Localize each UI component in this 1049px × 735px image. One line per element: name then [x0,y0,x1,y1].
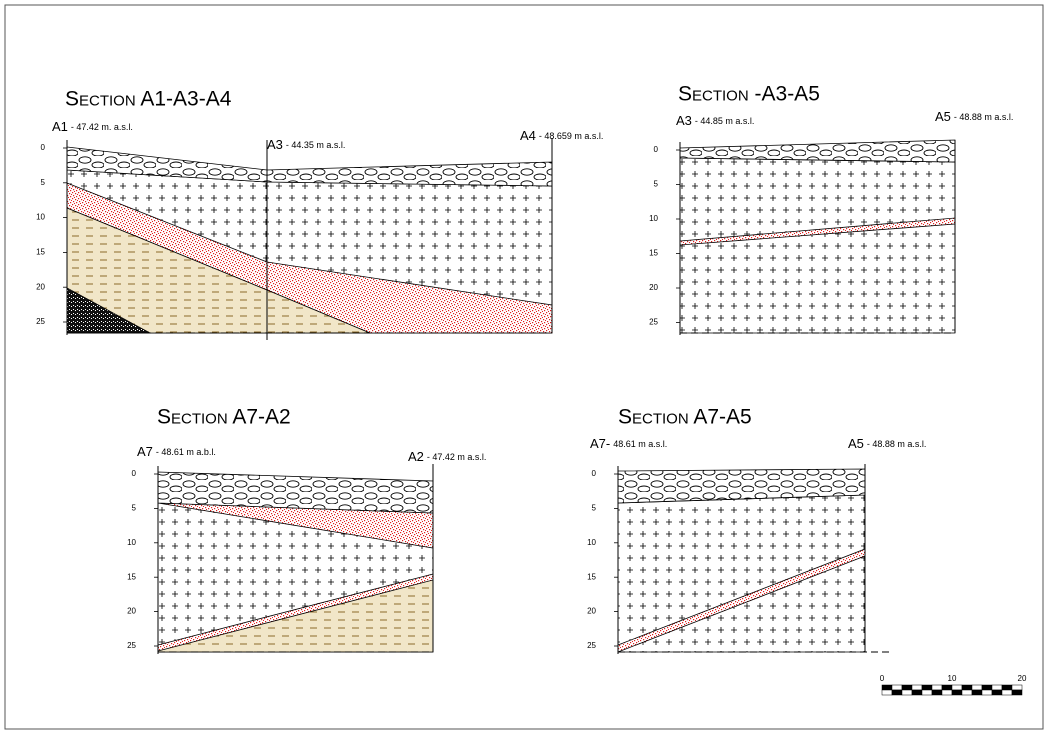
scale-cell [912,685,922,690]
depth-tick-label: 10 [649,214,658,223]
scale-cell [932,690,942,695]
scale-cell [992,685,1002,690]
well-name: A1 [52,119,68,134]
well-label: A2- 47.42 m a.s.l. [408,449,486,464]
scale-cell [892,690,902,695]
depth-tick-label: 5 [132,504,137,513]
well-name: A3 [267,137,283,152]
scale-cell [902,685,912,690]
depth-tick-label: 20 [36,282,45,291]
scale-cell [1012,690,1022,695]
well-label: A4- 48.659 m a.s.l. [520,128,603,143]
well-elevation: - 44.35 m a.s.l. [286,140,346,150]
depth-tick-label: 15 [127,572,136,581]
depth-tick-label: 25 [587,641,596,650]
scale-cell [952,685,962,690]
scale-cell [932,685,942,690]
scale-cell [1002,685,1012,690]
scale-cell [912,690,922,695]
scale-cell [952,690,962,695]
depth-tick-label: 0 [654,145,659,154]
depth-tick-label: 20 [127,607,136,616]
well-name: A7- [590,436,610,451]
well-label: A7- 48.61 m a.b.l. [137,444,216,459]
depth-tick-label: 25 [36,317,45,326]
depth-tick-label: 20 [587,607,596,616]
scale-cell [962,685,972,690]
well-name: A5 [848,436,864,451]
scale-cell [982,685,992,690]
scale-label: 0 [880,674,885,683]
scale-cell [1002,690,1012,695]
scale-cell [1012,685,1022,690]
depth-tick-label: 10 [587,538,596,547]
scale-label: 20 [1018,674,1027,683]
scale-cell [882,690,892,695]
depth-tick-label: 15 [587,572,596,581]
well-elevation: - 48.659 m a.s.l. [539,131,604,141]
depth-tick-label: 25 [649,318,658,327]
page: Section A1-A3-A4 0 5 10 15 20 25 A1- 47.42 m. a… [0,0,1049,735]
depth-tick-label: 10 [36,213,45,222]
section-title: Section A7-A2 [157,406,291,429]
depth-tick-label: 5 [41,178,46,187]
scale-cell [902,690,912,695]
scale-cell [922,690,932,695]
section-title: Section -A3-A5 [678,83,820,106]
well-label: A3- 44.35 m a.s.l. [267,137,345,152]
depth-tick-label: 5 [592,504,597,513]
scale-label: 10 [948,674,957,683]
well-elevation: - 44.85 m a.s.l. [695,116,755,126]
section-title: Section A7-A5 [618,406,752,429]
well-elevation: - 48.61 m a.b.l. [156,447,216,457]
well-label: A3- 44.85 m a.s.l. [676,113,754,128]
depth-tick-label: 25 [127,641,136,650]
well-name: A7 [137,444,153,459]
layer-gravel [680,140,955,162]
well-elevation: 48.61 m a.s.l. [613,439,667,449]
scale-cell [972,685,982,690]
well-elevation: - 48.88 m a.s.l. [954,112,1014,122]
section-title: Section A1-A3-A4 [65,88,232,111]
depth-tick-label: 0 [132,469,137,478]
scale-cell [942,685,952,690]
well-name: A2 [408,449,424,464]
depth-tick-label: 5 [654,180,659,189]
layer-cross [618,495,865,652]
depth-tick-label: 0 [592,469,597,478]
layer-cross [680,158,955,333]
well-label: A1- 47.42 m. a.s.l. [52,119,133,134]
depth-tick-label: 0 [41,143,46,152]
scale-cell [942,690,952,695]
scale-cell [992,690,1002,695]
depth-tick-label: 10 [127,538,136,547]
well-label: A7-48.61 m a.s.l. [590,436,667,451]
well-name: A4 [520,128,536,143]
well-elevation: - 47.42 m. a.s.l. [71,122,133,132]
depth-tick-label: 15 [36,248,45,257]
scale-cell [892,685,902,690]
well-label: A5- 48.88 m a.s.l. [848,436,926,451]
well-elevation: - 47.42 m a.s.l. [427,452,487,462]
well-name: A5 [935,109,951,124]
scale-cell [962,690,972,695]
well-name: A3 [676,113,692,128]
depth-tick-label: 20 [649,283,658,292]
depth-tick-label: 15 [649,249,658,258]
scale-cell [882,685,892,690]
scale-cell [982,690,992,695]
well-label: A5- 48.88 m a.s.l. [935,109,1013,124]
scale-cell [972,690,982,695]
scale-cell [922,685,932,690]
well-elevation: - 48.88 m a.s.l. [867,439,927,449]
